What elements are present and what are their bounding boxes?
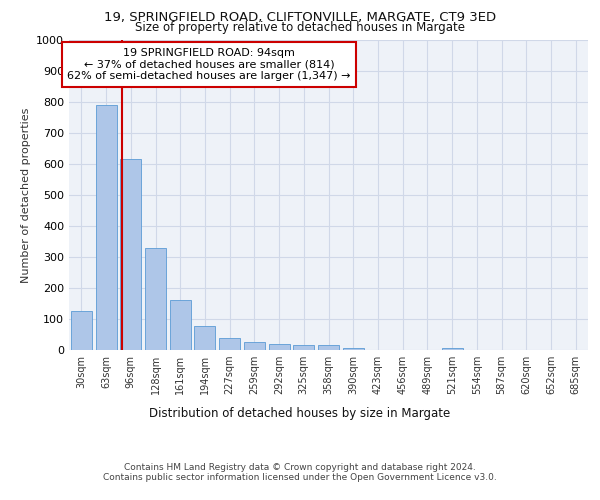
Y-axis label: Number of detached properties: Number of detached properties [20, 108, 31, 282]
Bar [244, 342, 265, 350]
Text: Contains HM Land Registry data © Crown copyright and database right 2024.: Contains HM Land Registry data © Crown c… [124, 462, 476, 471]
Bar [120, 160, 141, 350]
Bar [219, 338, 240, 350]
Bar [269, 344, 290, 350]
Text: Contains public sector information licensed under the Open Government Licence v3: Contains public sector information licen… [103, 472, 497, 482]
Bar [95, 105, 116, 350]
Bar [145, 248, 166, 350]
Text: Distribution of detached houses by size in Margate: Distribution of detached houses by size … [149, 408, 451, 420]
Bar [318, 346, 339, 350]
Bar [442, 348, 463, 350]
Text: 19 SPRINGFIELD ROAD: 94sqm
← 37% of detached houses are smaller (814)
62% of sem: 19 SPRINGFIELD ROAD: 94sqm ← 37% of deta… [67, 48, 351, 81]
Bar [71, 311, 92, 350]
Text: 19, SPRINGFIELD ROAD, CLIFTONVILLE, MARGATE, CT9 3ED: 19, SPRINGFIELD ROAD, CLIFTONVILLE, MARG… [104, 11, 496, 24]
Bar [293, 346, 314, 350]
Bar [170, 300, 191, 350]
Bar [194, 326, 215, 350]
Text: Size of property relative to detached houses in Margate: Size of property relative to detached ho… [135, 22, 465, 35]
Bar [343, 348, 364, 350]
